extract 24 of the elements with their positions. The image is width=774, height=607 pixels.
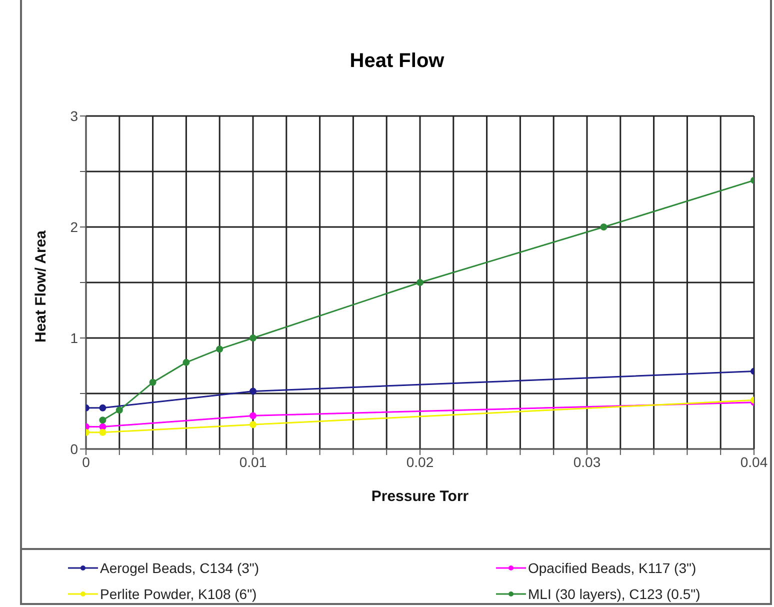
y-tick-label: 0 [70,440,78,457]
legend-label: Perlite Powder, K108 (6") [100,586,257,602]
legend-label: Opacified Beads, K117 (3") [528,560,696,576]
y-tick-label: 2 [70,218,78,235]
x-tick-label: 0.02 [406,454,434,470]
legend-label: MLI (30 layers), C123 (0.5") [528,586,700,602]
point [216,346,224,353]
point [416,279,424,286]
point [99,416,106,424]
x-tick-label: 0.04 [740,454,768,470]
chart-title: Heat Flow [348,50,446,73]
y-tick-label: 1 [70,330,78,346]
point [149,378,156,386]
x-tick-label: 0.03 [573,454,601,470]
x-tick-label: 0 [82,454,90,470]
point [250,334,256,342]
point [116,406,123,414]
x-axis-title: Pressure Torr [371,488,469,505]
point [182,358,190,366]
y-tick-label: 3 [70,108,78,124]
x-tick-label: 0.01 [239,454,267,470]
legend-label: Aerogel Beads, C134 (3") [100,560,260,576]
point [600,224,608,230]
y-axis-title: Heat Flow/ Area [32,230,50,342]
